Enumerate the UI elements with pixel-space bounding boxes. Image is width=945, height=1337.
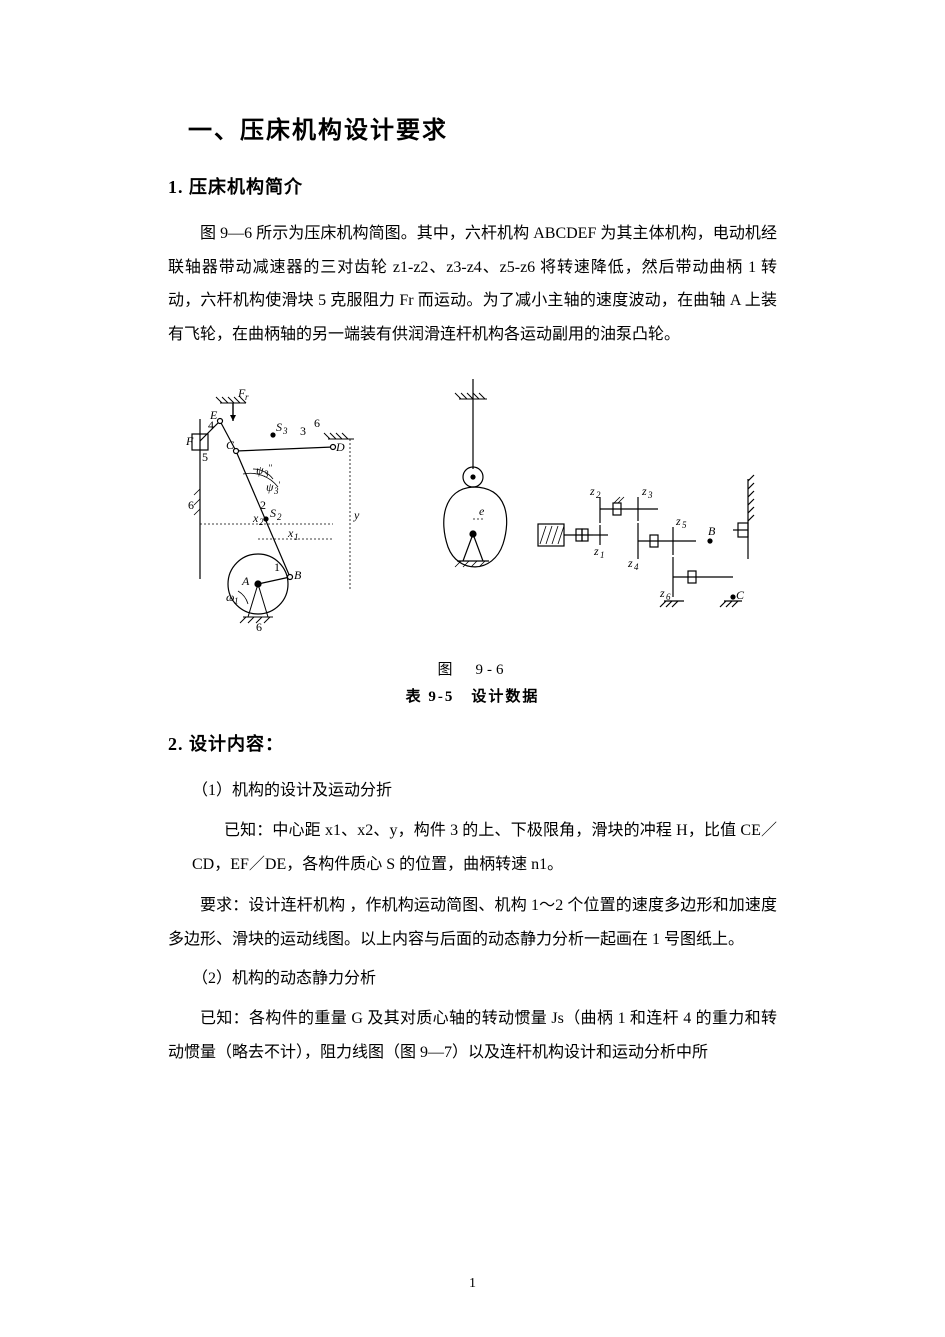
svg-text:1: 1 — [234, 596, 239, 606]
svg-text:2: 2 — [260, 498, 266, 512]
item2-p1: 已知：各构件的重量 G 及其对质心轴的转动惯量 Js（曲柄 1 和连杆 4 的重… — [168, 1002, 777, 1069]
svg-text:B: B — [708, 524, 716, 538]
svg-text:5: 5 — [202, 450, 208, 464]
svg-text:C: C — [736, 588, 745, 602]
svg-text:x: x — [287, 526, 294, 540]
svg-text:r: r — [245, 392, 249, 402]
svg-text:S: S — [276, 420, 282, 434]
section1-paragraph: 图 9—6 所示为压床机构简图。其中，六杆机构 ABCDEF 为其主体机构，电动… — [168, 217, 777, 351]
svg-text:y: y — [353, 508, 360, 522]
svg-text:6: 6 — [314, 416, 320, 430]
item2-label: （2）机构的动态静力分析 — [192, 962, 777, 996]
page-number: 1 — [469, 1276, 476, 1292]
svg-text:'': '' — [268, 463, 273, 473]
svg-text:F: F — [185, 434, 194, 448]
page-title: 一、压床机构设计要求 — [188, 110, 777, 145]
section1-heading: 1. 压床机构简介 — [168, 173, 777, 199]
item1-p1: 已知：中心距 x1、x2、y，构件 3 的上、下极限角，滑块的冲程 H，比值 C… — [192, 814, 777, 881]
section2-heading: 2. 设计内容： — [168, 730, 777, 756]
svg-text:6: 6 — [666, 592, 671, 602]
svg-text:3: 3 — [300, 424, 306, 438]
table-caption: 表 9-5 设计数据 — [168, 685, 777, 706]
svg-text:6: 6 — [188, 498, 194, 512]
svg-text:z: z — [593, 544, 599, 558]
mechanism-diagram: Fr E C D F S3 S2 ψ3'' ψ3' x1 x2 y A B ω1… — [178, 379, 768, 639]
figure-9-6: Fr E C D F S3 S2 ψ3'' ψ3' x1 x2 y A B ω1… — [168, 379, 777, 706]
svg-text:B: B — [294, 568, 302, 582]
svg-text:5: 5 — [682, 520, 687, 530]
svg-text:S: S — [270, 506, 276, 520]
svg-text:z: z — [589, 484, 595, 498]
svg-text:x: x — [252, 511, 259, 525]
svg-text:1: 1 — [294, 532, 299, 542]
svg-text:z: z — [627, 556, 633, 570]
svg-text:4: 4 — [634, 562, 639, 572]
svg-text:z: z — [659, 586, 665, 600]
svg-text:e: e — [479, 504, 485, 518]
svg-text:A: A — [241, 574, 250, 588]
svg-text:6: 6 — [256, 620, 262, 634]
svg-text:3: 3 — [647, 490, 653, 500]
svg-text:': ' — [278, 480, 281, 490]
svg-text:3: 3 — [282, 426, 288, 436]
svg-text:4: 4 — [208, 418, 214, 432]
svg-text:1: 1 — [274, 560, 280, 574]
item1-label: （1）机构的设计及运动分折 — [192, 774, 777, 808]
svg-text:1: 1 — [600, 550, 605, 560]
figure-caption: 图 9-6 — [168, 658, 777, 679]
svg-text:z: z — [641, 484, 647, 498]
svg-text:C: C — [226, 438, 235, 452]
svg-text:D: D — [335, 440, 345, 454]
svg-text:2: 2 — [259, 517, 264, 527]
svg-text:2: 2 — [596, 490, 601, 500]
svg-text:2: 2 — [277, 512, 282, 522]
item1-p2: 要求：设计连杆机构 ，作机构运动简图、机构 1～2 个位置的速度多边形和加速度多… — [168, 889, 777, 956]
svg-text:z: z — [675, 514, 681, 528]
svg-text:ψ: ψ — [256, 463, 264, 477]
svg-text:ψ: ψ — [266, 480, 274, 494]
